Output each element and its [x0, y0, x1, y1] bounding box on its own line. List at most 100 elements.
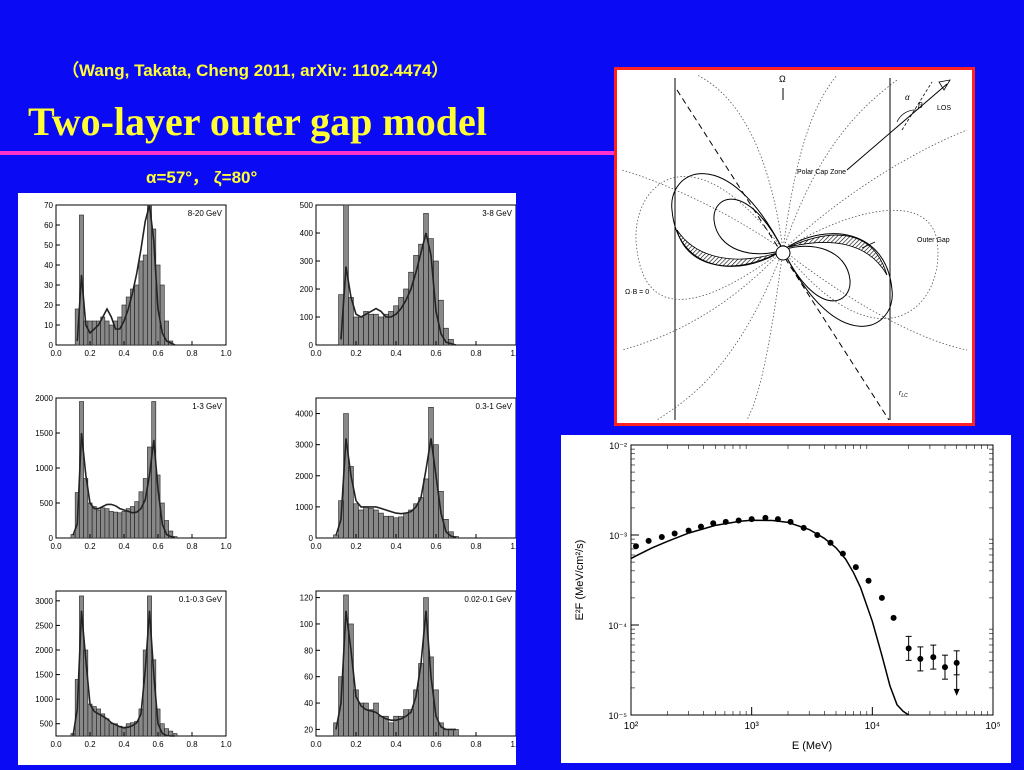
y-tick-label: 10⁻⁵ — [609, 711, 628, 721]
x-tick-label: 0.8 — [186, 740, 198, 749]
histogram-bar — [443, 519, 449, 539]
histogram-bar — [142, 254, 148, 346]
x-tick-label: 1.0 — [220, 740, 232, 749]
data-point — [852, 564, 859, 571]
spectrum-svg: 10² 10³ 10⁴ 10⁵ 10⁻⁵ 10⁻⁴ 10⁻³ 10⁻² E (MeV) E²F (… — [574, 441, 1001, 752]
data-point — [632, 543, 639, 550]
magnetosphere-diagram-svg: Ω α β LOS Polar Cap Zone Outer Gap Ω·B =… — [621, 74, 968, 421]
x-tick-label: 0.8 — [470, 349, 482, 358]
data-point — [905, 645, 912, 652]
x-tick-label: 1.0 — [510, 542, 516, 551]
y-tick-label: 120 — [300, 594, 314, 603]
observer-icon — [938, 79, 951, 91]
x-tick-label: 1.0 — [510, 349, 516, 358]
y-tick-label: 4000 — [295, 410, 313, 419]
histogram-bar — [368, 508, 374, 539]
histogram-bar — [108, 324, 114, 346]
y-tick-label: 80 — [304, 646, 313, 655]
histogram-bar — [117, 512, 123, 539]
alpha-label: α — [905, 93, 910, 102]
x-tick-label: 0.6 — [430, 349, 442, 358]
histogram-bar — [363, 311, 369, 346]
x-tick-label: 0.0 — [50, 349, 62, 358]
histogram-bar — [151, 401, 157, 539]
energy-band-label: 8-20 GeV — [188, 209, 223, 218]
y-tick-label: 30 — [44, 281, 53, 290]
y-tick-label: 2000 — [35, 646, 53, 655]
data-point — [890, 614, 897, 621]
light-curves-svg: 0.0 0.2 0.4 0.6 0.8 1.0 0 10 20 30 40 50 60 70 8-20 Ge… — [35, 201, 522, 749]
beta-label: β — [917, 101, 923, 110]
histogram-bar — [113, 511, 118, 539]
data-point — [671, 530, 678, 537]
histogram-bar — [108, 511, 114, 539]
x-tick-label: 0.0 — [50, 740, 62, 749]
x-tick-label: 0.2 — [350, 349, 362, 358]
citation-text: （Wang, Takata, Cheng 2011, arXiv: 1102.4… — [62, 61, 449, 80]
data-point — [774, 516, 781, 523]
histogram-bar — [413, 255, 419, 346]
histogram-bar — [333, 722, 339, 737]
model-curve — [335, 438, 457, 539]
data-point — [953, 659, 960, 666]
histogram-bar — [147, 204, 152, 346]
upper-limit-arrowhead — [953, 688, 960, 696]
histogram-bar — [100, 507, 106, 539]
x-tick-label: 0.4 — [118, 740, 130, 749]
light-curve-panel: 0.0 0.2 0.4 0.6 0.8 1.0 20 40 60 80 100 120 0.02-0.1… — [300, 590, 522, 749]
y-tick-label: 2000 — [35, 394, 53, 403]
angle-arc — [896, 109, 918, 123]
x-tick-label: 0.2 — [84, 349, 96, 358]
x-tick-label: 0.2 — [350, 542, 362, 551]
model-curve — [76, 204, 176, 346]
dotted-field-lines — [621, 74, 968, 421]
histogram-bar — [408, 509, 414, 539]
light-curve-panel: 0.0 0.2 0.4 0.6 0.8 1.0 500 1000 1500 2000 2500 300… — [35, 590, 232, 749]
omega-label: Ω — [779, 74, 786, 84]
light-curves-figure: 0.0 0.2 0.4 0.6 0.8 1.0 0 10 20 30 40 50 60 70 8-20 Ge… — [18, 193, 522, 765]
histogram-bar — [168, 530, 174, 539]
data-point — [827, 539, 834, 546]
y-tick-label: 500 — [300, 201, 314, 210]
histogram-bar — [448, 729, 454, 737]
histogram-bar — [418, 497, 424, 539]
histogram-bar — [388, 722, 394, 737]
histogram-bar — [130, 506, 135, 539]
model-spectrum-curve — [630, 519, 910, 716]
histogram-bar — [378, 512, 384, 539]
y-tick-label: 2000 — [295, 472, 313, 481]
histogram-bar — [363, 506, 369, 539]
histogram-bar — [423, 478, 429, 539]
histogram-bar — [87, 703, 93, 737]
x-tick-label: 10⁵ — [985, 721, 1000, 732]
x-tick-label: 0.0 — [310, 740, 322, 749]
x-tick-label: 1.0 — [510, 740, 516, 749]
y-tick-label: 0 — [49, 534, 54, 543]
x-tick-label: 0.0 — [50, 542, 62, 551]
angle-parameters: α=57°， ζ=80° — [146, 168, 258, 187]
y-tick-label: 500 — [40, 499, 54, 508]
y-tick-label: 500 — [40, 720, 54, 729]
y-tick-label: 20 — [44, 301, 53, 310]
histogram-bar — [398, 516, 404, 539]
y-tick-label: 3000 — [35, 597, 53, 606]
histogram-bar — [134, 284, 140, 346]
x-tick-label: 0.2 — [350, 740, 362, 749]
histogram-bar — [138, 260, 144, 346]
outer-gap-right — [788, 234, 888, 276]
histogram-bar — [353, 316, 359, 346]
y-tick-label: 50 — [44, 241, 53, 250]
data-point — [735, 517, 742, 524]
y-tick-label: 1000 — [35, 695, 53, 704]
model-curve — [72, 610, 175, 737]
histogram-bar — [453, 729, 459, 737]
outer-gap-label: Outer Gap — [917, 237, 950, 244]
histogram-bar — [91, 506, 97, 539]
spectrum-figure: 10² 10³ 10⁴ 10⁵ 10⁻⁵ 10⁻⁴ 10⁻³ 10⁻² E (MeV) E²F (… — [561, 435, 1011, 763]
model-curve — [340, 232, 457, 346]
data-point — [722, 518, 729, 525]
histogram-bar — [403, 709, 409, 737]
y-tick-label: 1500 — [35, 429, 53, 438]
x-tick-label: 10⁴ — [865, 721, 880, 732]
light-curve-panel: 0.0 0.2 0.4 0.6 0.8 1.0 0 1000 2000 3000 4000 0.3-1… — [295, 397, 522, 551]
